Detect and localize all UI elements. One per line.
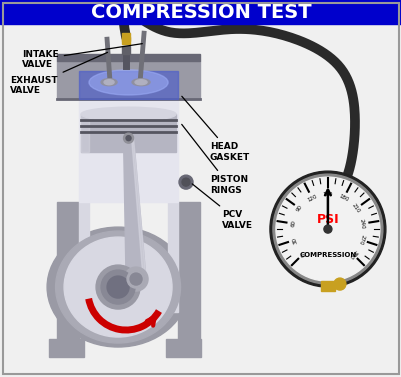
Text: 60: 60 [290,220,296,227]
Text: 270: 270 [356,234,364,246]
Circle shape [96,265,140,309]
Polygon shape [123,138,146,280]
Ellipse shape [55,231,180,343]
Bar [49,339,84,357]
Bar [79,99,178,202]
Bar [81,114,89,152]
Text: 300: 300 [346,248,357,259]
Bar [166,339,200,357]
Bar [178,202,200,342]
Circle shape [272,174,382,284]
Text: HEAD
GASKET: HEAD GASKET [181,96,249,162]
Text: 120: 120 [306,193,317,202]
Ellipse shape [101,79,117,86]
Circle shape [132,275,140,283]
Bar [79,71,178,99]
Bar [122,33,130,41]
Text: PISTON
RINGS: PISTON RINGS [181,124,247,195]
Ellipse shape [89,70,168,95]
Ellipse shape [135,80,147,85]
Circle shape [130,273,142,285]
Bar [320,281,334,291]
Text: 150: 150 [322,192,332,197]
Bar [122,37,130,44]
Bar [57,202,79,342]
Circle shape [127,270,145,288]
Bar [57,61,200,99]
Bar [79,202,89,312]
Ellipse shape [47,227,188,347]
Text: 30: 30 [290,236,298,244]
Circle shape [333,278,345,290]
Text: INTAKE
VALVE: INTAKE VALVE [22,44,142,69]
Circle shape [269,171,385,287]
Circle shape [275,177,379,281]
Bar [57,54,200,61]
Text: PCV
VALVE: PCV VALVE [192,184,252,230]
Ellipse shape [104,80,114,85]
Text: EXHAUST
VALVE: EXHAUST VALVE [10,52,107,95]
Circle shape [107,276,129,298]
Text: COMPRESSION TEST: COMPRESSION TEST [91,3,310,22]
Circle shape [182,178,190,186]
Circle shape [124,267,148,291]
Bar [0,0,401,24]
Text: 240: 240 [358,218,365,229]
Ellipse shape [81,107,176,121]
Text: 90: 90 [295,204,303,213]
Bar [81,114,176,152]
Text: 180: 180 [337,193,349,202]
Text: PSI: PSI [316,213,338,225]
Ellipse shape [64,237,172,337]
Circle shape [128,271,144,287]
Circle shape [101,270,135,304]
Bar [168,202,178,312]
Text: 210: 210 [350,203,360,214]
Ellipse shape [132,79,150,86]
Bar [122,46,130,54]
Polygon shape [131,138,146,279]
Circle shape [323,225,331,233]
Circle shape [123,133,133,143]
Text: 0: 0 [300,251,306,257]
Circle shape [178,175,192,189]
Text: COMPRESSION: COMPRESSION [298,252,356,258]
Circle shape [126,136,131,141]
